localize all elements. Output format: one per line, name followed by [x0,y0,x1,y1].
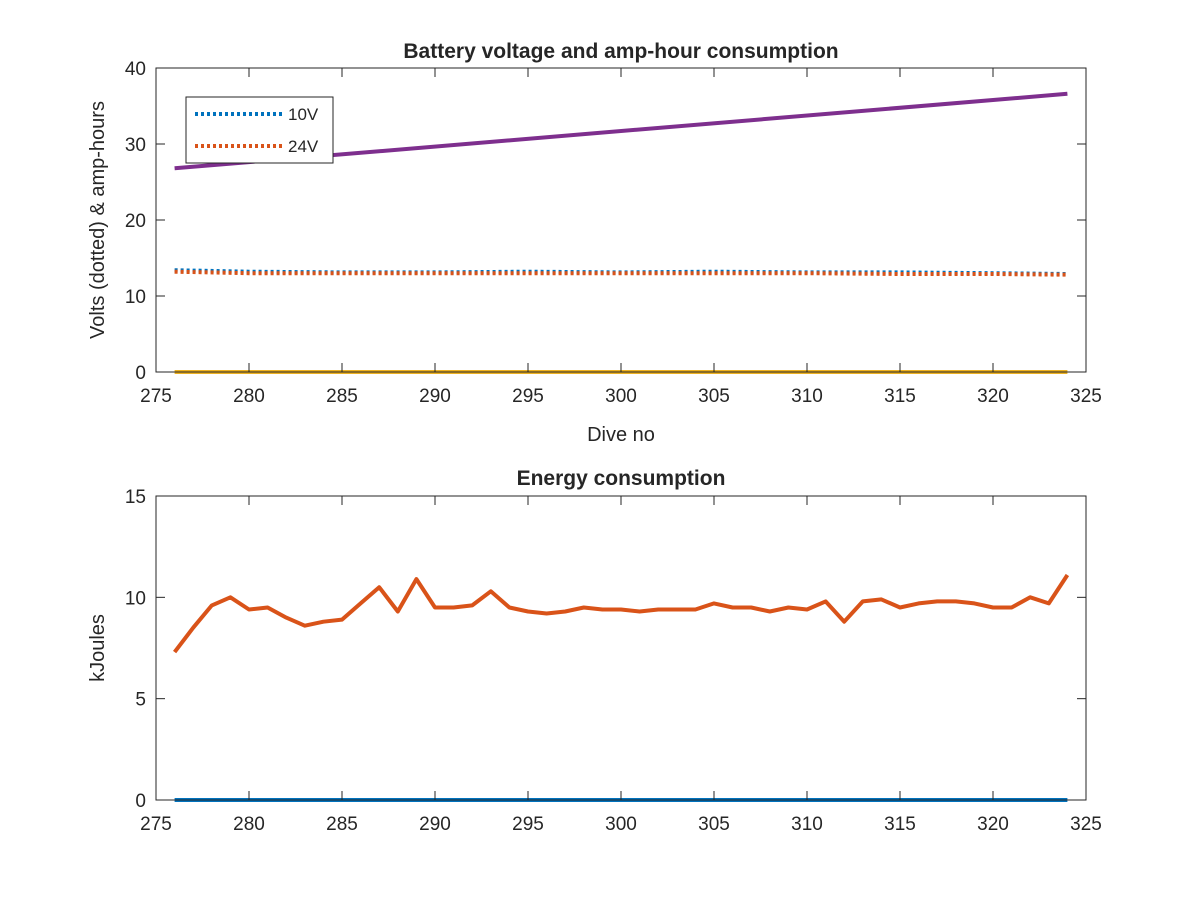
legend: 10V 24V [185,96,334,164]
x-tick-label: 310 [791,814,823,835]
chart-title: Battery voltage and amp-hour consumption [403,40,838,63]
series-line-24v [174,269,1068,277]
y-tick-label: 5 [135,690,146,711]
x-tick-label: 320 [977,386,1009,407]
y-axis-label: Volts (dotted) & amp-hours [87,101,109,339]
chart-title: Energy consumption [517,467,726,490]
y-tick-label: 0 [135,791,146,812]
y-tick-label: 30 [125,135,146,156]
x-tick-label: 280 [233,814,265,835]
x-tick-label: 300 [605,814,637,835]
legend-box [185,96,334,164]
x-tick-label: 275 [140,386,172,407]
y-tick-label: 10 [125,287,146,308]
y-tick-label: 10 [125,588,146,609]
plot-area [156,496,1086,800]
x-tick-label: 285 [326,386,358,407]
x-tick-label: 285 [326,814,358,835]
x-tick-label: 295 [512,814,544,835]
tick-layer: 275 280 285 290 295 300 305 310 315 320 325 0 5 10 15 [125,487,1102,835]
legend-label-24v: 24V [288,137,319,156]
x-tick-label: 315 [884,814,916,835]
x-tick-label: 305 [698,814,730,835]
y-axis-label: kJoules [87,614,109,682]
tick-layer: 275 280 285 290 295 300 305 310 315 320 325 0 10 20 30… [125,59,1102,407]
x-tick-label: 300 [605,386,637,407]
y-tick-label: 20 [125,211,146,232]
x-tick-label: 280 [233,386,265,407]
x-tick-label: 305 [698,386,730,407]
x-tick-label: 275 [140,814,172,835]
voltage-axes: 275 280 285 290 295 300 305 310 315 320 325 0 10 20 30… [87,40,1102,446]
x-tick-label: 325 [1070,814,1102,835]
x-tick-label: 290 [419,386,451,407]
x-axis-label: Dive no [587,424,655,446]
y-tick-label: 0 [135,363,146,384]
y-tick-label: 15 [125,487,146,508]
y-tick-label: 40 [125,59,146,80]
x-tick-label: 315 [884,386,916,407]
x-tick-label: 290 [419,814,451,835]
x-tick-label: 325 [1070,386,1102,407]
x-tick-label: 295 [512,386,544,407]
energy-axes: 275 280 285 290 295 300 305 310 315 320 325051015 … [87,467,1102,835]
series-line-1 [173,573,1070,654]
legend-label-10v: 10V [288,105,319,124]
x-tick-label: 310 [791,386,823,407]
x-tick-label: 320 [977,814,1009,835]
